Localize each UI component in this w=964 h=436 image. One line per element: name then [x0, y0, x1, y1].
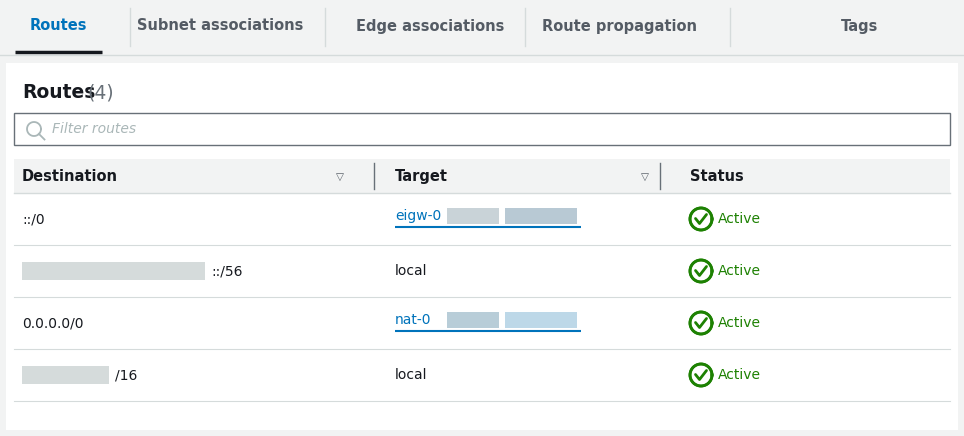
- Ellipse shape: [690, 260, 712, 282]
- Ellipse shape: [690, 208, 712, 230]
- Text: Routes: Routes: [29, 18, 87, 34]
- Text: 0.0.0.0/0: 0.0.0.0/0: [22, 316, 84, 330]
- FancyBboxPatch shape: [447, 312, 499, 328]
- Text: ▽: ▽: [336, 172, 344, 182]
- Text: Destination: Destination: [22, 168, 118, 184]
- Text: Route propagation: Route propagation: [543, 18, 698, 34]
- FancyBboxPatch shape: [6, 63, 958, 430]
- Text: ::/0: ::/0: [22, 212, 44, 226]
- Text: Status: Status: [690, 168, 744, 184]
- FancyBboxPatch shape: [14, 159, 950, 193]
- Text: ::/56: ::/56: [211, 264, 243, 278]
- Text: Routes: Routes: [22, 84, 95, 102]
- Text: local: local: [395, 368, 427, 382]
- Text: Target: Target: [395, 168, 448, 184]
- Text: /16: /16: [115, 368, 137, 382]
- Ellipse shape: [690, 364, 712, 386]
- Text: nat-0: nat-0: [395, 313, 432, 327]
- Text: Tags: Tags: [842, 18, 879, 34]
- FancyBboxPatch shape: [22, 366, 109, 384]
- FancyBboxPatch shape: [22, 262, 205, 280]
- Text: Edge associations: Edge associations: [356, 18, 504, 34]
- FancyBboxPatch shape: [0, 0, 964, 55]
- Text: Active: Active: [718, 368, 761, 382]
- Text: eigw-0: eigw-0: [395, 209, 442, 223]
- Ellipse shape: [690, 312, 712, 334]
- Text: Active: Active: [718, 316, 761, 330]
- Text: Active: Active: [718, 212, 761, 226]
- Text: Subnet associations: Subnet associations: [137, 18, 304, 34]
- Text: ▽: ▽: [641, 172, 649, 182]
- FancyBboxPatch shape: [505, 208, 577, 224]
- FancyBboxPatch shape: [14, 113, 950, 145]
- Text: Filter routes: Filter routes: [52, 122, 136, 136]
- Text: local: local: [395, 264, 427, 278]
- Text: (4): (4): [87, 84, 114, 102]
- FancyBboxPatch shape: [505, 312, 577, 328]
- Text: Active: Active: [718, 264, 761, 278]
- FancyBboxPatch shape: [447, 208, 499, 224]
